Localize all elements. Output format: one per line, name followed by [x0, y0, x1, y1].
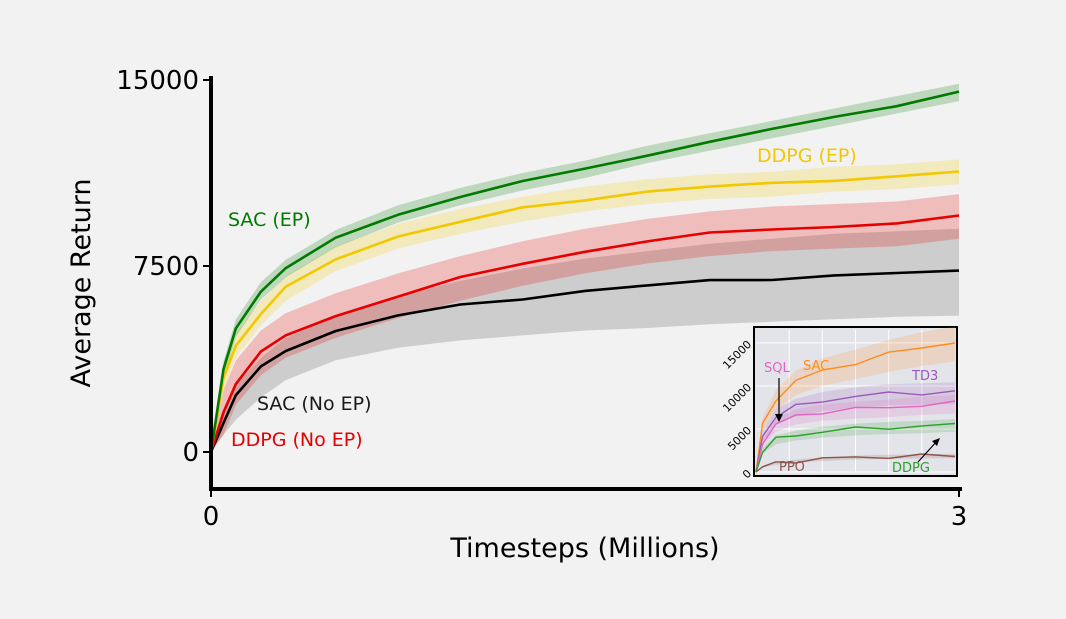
main-bands	[211, 83, 959, 452]
label-ddpg-no-ep: DDPG (No EP)	[231, 429, 363, 451]
inset-arrowhead-sql	[775, 414, 783, 422]
inset-ticks: 0 5000 10000 15000	[720, 338, 754, 481]
x-tick-label: 3	[951, 502, 968, 532]
inset-line-sql	[755, 400, 956, 473]
inset-line-ppo	[755, 453, 956, 473]
inset-band-td3	[756, 382, 955, 472]
inset-label-ppo: PPO	[779, 460, 805, 475]
inset-line-td3	[755, 390, 956, 473]
inset-lines	[755, 326, 956, 473]
label-sac-ep: SAC (EP)	[228, 209, 311, 231]
inset-band-ddpg	[756, 419, 955, 472]
line-ddpg-no-ep	[209, 214, 960, 453]
line-ddpg-ep	[209, 170, 960, 453]
y-tick-label: 7500	[133, 252, 199, 282]
inset-label-sac: SAC	[803, 359, 829, 374]
band-sac-no-ep	[211, 228, 959, 452]
inset-grid	[756, 330, 955, 473]
band-ddpg-ep	[211, 159, 959, 452]
inset-arrowhead-ddpg	[932, 438, 940, 446]
inset-label-ddpg: DDPG	[892, 461, 930, 476]
x-axis-label: Timesteps (Millions)	[449, 533, 719, 564]
inset-line-sac	[755, 342, 956, 473]
label-sac-no-ep: SAC (No EP)	[257, 393, 372, 415]
inset-y-tick-label: 5000	[725, 424, 754, 453]
line-sac-ep	[209, 90, 960, 453]
inset-band-sac	[756, 326, 955, 472]
line-sac-no-ep	[209, 269, 960, 453]
y-tick-label: 0	[182, 438, 199, 468]
main-ticks: 0 7500 15000 0 3	[116, 66, 967, 532]
inset-line-ddpg	[755, 422, 956, 473]
inset-label-sql: SQL	[764, 361, 790, 376]
inset-y-tick-label: 10000	[720, 381, 754, 415]
label-ddpg-ep: DDPG (EP)	[757, 145, 857, 167]
inset-label-td3: TD3	[911, 369, 938, 384]
inset-y-tick-label: 0	[740, 467, 754, 481]
band-ddpg-no-ep	[211, 194, 959, 452]
inset-y-tick-label: 15000	[720, 338, 754, 372]
inset-band-ppo	[756, 453, 955, 472]
main-lines	[209, 90, 960, 453]
inset-chart: 0 5000 10000 15000 SQL SAC TD3 PPO DDPG	[720, 326, 958, 481]
y-tick-label: 15000	[116, 66, 199, 96]
x-tick-label: 0	[203, 502, 220, 532]
y-axis-label: Average Return	[66, 178, 97, 387]
